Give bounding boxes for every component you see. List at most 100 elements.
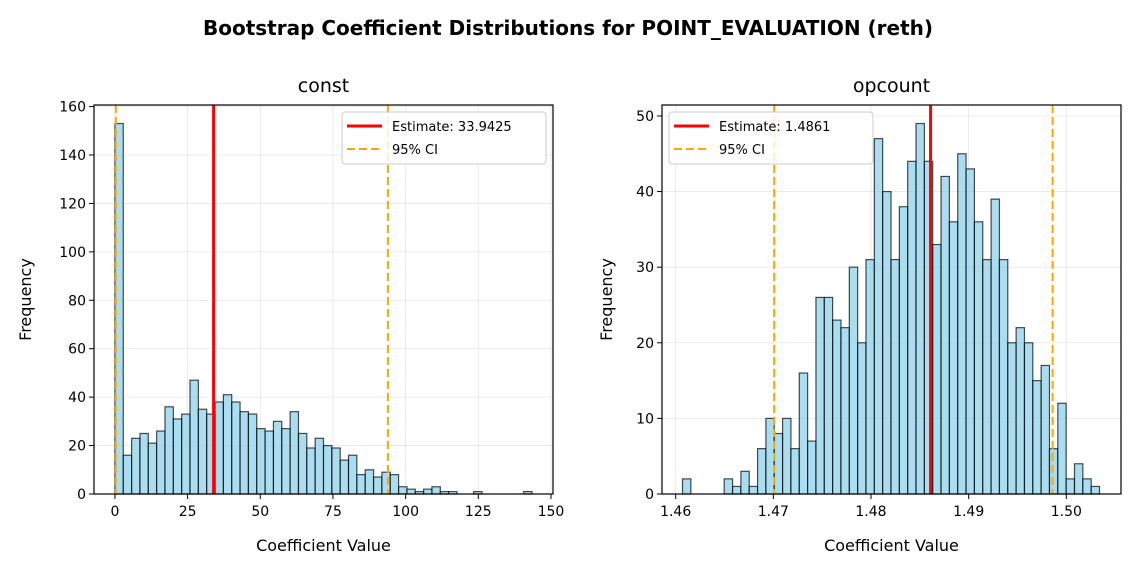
y-tick-label: 10 xyxy=(636,411,654,427)
histogram-bar xyxy=(1065,478,1076,495)
x-tick-label: 100 xyxy=(392,504,419,520)
histogram-bar xyxy=(314,437,325,495)
x-tick-label: 1.46 xyxy=(660,504,691,520)
histogram-bar xyxy=(1032,379,1042,495)
histogram-bar xyxy=(907,160,917,495)
histogram-bar xyxy=(139,432,149,495)
histogram-bar xyxy=(998,259,1009,495)
x-axis-label: Coefficient Value xyxy=(824,536,959,555)
y-tick-label: 20 xyxy=(68,439,86,455)
histogram-bar xyxy=(957,153,967,495)
histogram-bar xyxy=(1015,327,1026,495)
histogram-bar xyxy=(765,417,775,495)
histogram-bar xyxy=(131,437,141,495)
axes-frame xyxy=(93,104,554,495)
y-tick-label: 0 xyxy=(77,487,86,503)
histogram-bar xyxy=(239,411,250,495)
y-tick-label: 60 xyxy=(68,342,86,358)
histogram-bar xyxy=(781,417,792,495)
x-tick-label: 0 xyxy=(110,504,119,520)
x-tick-label: 1.47 xyxy=(758,504,789,520)
y-tick-label: 140 xyxy=(59,148,86,164)
x-tick-label: 1.50 xyxy=(1051,504,1082,520)
y-tick-label: 50 xyxy=(636,109,654,125)
histogram-bar xyxy=(990,198,1001,495)
legend-estimate-label: Estimate: 1.4861 xyxy=(719,120,830,135)
histogram-bar xyxy=(231,401,241,495)
histogram-bar xyxy=(331,447,341,495)
histogram-bar xyxy=(256,428,266,495)
histogram-bar xyxy=(865,259,875,495)
x-tick-label: 75 xyxy=(324,504,342,520)
histogram-bar xyxy=(122,454,133,495)
histogram-bar xyxy=(965,168,976,495)
histogram-bar xyxy=(356,474,366,495)
histogram-bar xyxy=(890,259,900,495)
histogram-bar xyxy=(940,175,950,495)
histogram-bar xyxy=(798,372,809,495)
histogram-bar xyxy=(815,296,825,495)
legend-ci-label: 95% CI xyxy=(392,143,438,158)
y-tick-label: 40 xyxy=(636,185,654,201)
histogram-bar xyxy=(339,459,350,495)
histogram-bar xyxy=(281,428,291,495)
histogram-bar xyxy=(740,470,750,495)
histogram-bar xyxy=(1073,463,1084,495)
histogram-bar xyxy=(915,122,925,495)
histogram-bar xyxy=(1007,342,1017,495)
histogram-bar xyxy=(948,221,959,495)
histogram-bar xyxy=(164,406,174,495)
histogram-bar xyxy=(389,474,400,495)
x-axis-label: Coefficient Value xyxy=(256,536,391,555)
histogram-bar xyxy=(156,430,166,495)
axes-frame xyxy=(661,104,1122,495)
x-tick-label: 50 xyxy=(251,504,269,520)
histogram-bar xyxy=(1090,485,1101,495)
histogram-bar xyxy=(372,476,383,495)
histogram-bar xyxy=(406,488,416,495)
y-axis-label: Frequency xyxy=(16,258,35,341)
histogram-bar xyxy=(748,485,759,495)
histogram-bar xyxy=(197,408,208,495)
histogram-bar xyxy=(264,430,275,495)
histogram-bar xyxy=(397,486,408,495)
y-tick-label: 80 xyxy=(68,293,86,309)
legend-estimate-label: Estimate: 33.9425 xyxy=(392,120,512,135)
histogram-bar xyxy=(932,243,942,495)
histogram-bar xyxy=(364,469,375,495)
histogram-bar xyxy=(1082,478,1092,495)
histogram-bar xyxy=(857,342,867,495)
x-tick-label: 25 xyxy=(179,504,197,520)
y-tick-label: 120 xyxy=(59,196,86,212)
histogram-bar xyxy=(882,190,892,495)
x-tick-label: 1.49 xyxy=(953,504,984,520)
histogram-bar xyxy=(306,447,316,495)
histogram-bar xyxy=(731,485,742,495)
subplot-const: 0 20 40 60 80 100 120 140 160 0 25 50 75 100 125 150 con… xyxy=(16,75,564,555)
subplot-title: opcount xyxy=(853,75,930,97)
histogram-bar xyxy=(222,394,233,495)
y-tick-label: 100 xyxy=(59,245,86,261)
histogram-bar xyxy=(756,448,767,495)
histogram-bar xyxy=(807,440,817,495)
histogram-bar xyxy=(790,448,800,495)
histogram-bar xyxy=(1048,448,1059,495)
histogram-bar xyxy=(423,488,433,495)
y-tick-label: 0 xyxy=(645,487,654,503)
legend-box xyxy=(341,111,547,165)
histogram-bar xyxy=(322,444,333,495)
histogram-bar xyxy=(289,411,300,495)
histogram-bar xyxy=(181,413,191,495)
legend-box xyxy=(668,111,874,165)
histogram-bar xyxy=(172,418,183,495)
y-tick-label: 30 xyxy=(636,260,654,276)
histogram-bar xyxy=(848,266,859,495)
histogram-bar xyxy=(898,206,909,495)
y-tick-label: 160 xyxy=(59,100,86,116)
figure-title: Bootstrap Coefficient Distributions for … xyxy=(203,16,933,40)
histogram-bar xyxy=(1040,364,1051,495)
histogram-bar xyxy=(681,478,692,495)
histogram-bar xyxy=(431,486,441,495)
histogram-bar xyxy=(873,138,884,495)
